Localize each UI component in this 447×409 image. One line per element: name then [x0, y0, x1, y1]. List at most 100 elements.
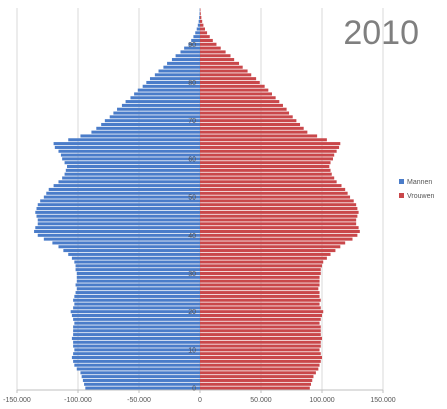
- bar-vrouwen-age-63: [200, 145, 340, 149]
- y-tick-label: 50: [188, 195, 196, 202]
- bar-vrouwen-age-73: [200, 107, 287, 111]
- bar-mannen-age-75: [125, 100, 200, 104]
- bar-mannen-age-15: [73, 329, 200, 333]
- bar-vrouwen-age-16: [200, 325, 321, 329]
- bar-vrouwen-age-84: [200, 65, 243, 69]
- bar-vrouwen-age-20: [200, 310, 324, 314]
- bar-mannen-age-14: [73, 333, 200, 337]
- bar-mannen-age-32: [75, 264, 200, 268]
- bar-mannen-age-78: [137, 88, 200, 92]
- bar-vrouwen-age-90: [200, 42, 217, 46]
- bar-mannen-age-12: [73, 340, 200, 344]
- x-tick-label: 0: [198, 397, 202, 404]
- bar-mannen-age-72: [113, 111, 200, 115]
- bar-vrouwen-age-81: [200, 77, 257, 81]
- bar-mannen-age-66: [80, 134, 200, 138]
- bar-vrouwen-age-2: [200, 378, 313, 382]
- bar-vrouwen-age-86: [200, 58, 235, 62]
- bar-mannen-age-34: [71, 256, 201, 260]
- bar-vrouwen-age-18: [200, 317, 321, 321]
- bar-mannen-age-29: [76, 275, 200, 279]
- bar-vrouwen-age-12: [200, 340, 321, 344]
- bar-mannen-age-3: [81, 375, 200, 379]
- bar-mannen-age-13: [71, 336, 201, 340]
- bar-mannen-age-8: [71, 356, 201, 360]
- bar-vrouwen-age-65: [200, 138, 327, 142]
- bar-vrouwen-age-74: [200, 103, 283, 107]
- bar-mannen-age-39: [43, 237, 201, 241]
- bar-mannen-age-42: [35, 226, 200, 230]
- bar-mannen-age-6: [74, 363, 200, 367]
- bar-mannen-age-79: [142, 84, 200, 88]
- bar-vrouwen-age-42: [200, 226, 359, 230]
- bar-vrouwen-age-72: [200, 111, 290, 115]
- bar-mannen-age-49: [40, 199, 201, 203]
- bar-vrouwen-age-51: [200, 191, 348, 195]
- bar-vrouwen-age-79: [200, 84, 265, 88]
- bar-vrouwen-age-35: [200, 252, 331, 256]
- bar-mannen-age-19: [71, 313, 201, 318]
- bar-vrouwen-age-17: [200, 321, 320, 325]
- bar-vrouwen-age-77: [200, 92, 272, 96]
- bar-mannen-age-92: [193, 35, 200, 39]
- y-tick-label: 70: [188, 118, 196, 125]
- bar-mannen-age-43: [37, 222, 200, 226]
- bar-mannen-age-77: [134, 92, 200, 96]
- bar-vrouwen-age-68: [200, 126, 304, 130]
- bar-mannen-age-76: [130, 96, 200, 100]
- bar-mannen-age-28: [76, 279, 200, 283]
- bar-mannen-age-59: [64, 161, 200, 165]
- bar-mannen-age-37: [58, 245, 201, 249]
- legend-label: Mannen: [407, 179, 432, 186]
- bar-vrouwen-age-10: [200, 348, 320, 352]
- bar-vrouwen-age-57: [200, 168, 331, 172]
- bar-vrouwen-age-93: [200, 31, 208, 35]
- bar-vrouwen-age-58: [200, 165, 330, 169]
- bar-mannen-age-25: [75, 291, 200, 295]
- bar-vrouwen-age-8: [200, 356, 322, 360]
- bar-vrouwen-age-87: [200, 54, 231, 58]
- bar-mannen-age-82: [154, 73, 200, 77]
- bar-mannen-age-89: [184, 46, 200, 50]
- bar-vrouwen-age-64: [200, 142, 341, 146]
- x-tick-label: -100.000: [64, 397, 92, 404]
- bar-vrouwen-age-11: [200, 344, 321, 348]
- bar-vrouwen-age-36: [200, 249, 336, 253]
- bar-vrouwen-age-26: [200, 287, 319, 291]
- bars: [34, 8, 360, 390]
- bar-vrouwen-age-29: [200, 275, 320, 279]
- bar-mannen-age-48: [37, 203, 200, 207]
- bar-mannen-age-64: [53, 142, 200, 146]
- bar-vrouwen-age-56: [200, 172, 332, 176]
- bar-mannen-age-67: [91, 130, 200, 134]
- bar-vrouwen-age-96: [200, 19, 203, 23]
- bar-mannen-age-53: [53, 184, 200, 188]
- bar-vrouwen-age-37: [200, 245, 341, 249]
- bar-vrouwen-age-61: [200, 153, 335, 157]
- x-tick-label: 50.000: [250, 397, 272, 404]
- bar-vrouwen-age-94: [200, 27, 206, 31]
- bar-mannen-age-47: [36, 207, 200, 211]
- bar-mannen-age-2: [82, 378, 200, 382]
- bar-mannen-age-55: [62, 176, 200, 180]
- bar-vrouwen-age-66: [200, 134, 318, 138]
- bar-mannen-age-50: [43, 195, 201, 199]
- bar-vrouwen-age-7: [200, 359, 321, 363]
- bar-vrouwen-age-6: [200, 363, 320, 367]
- bar-mannen-age-57: [65, 168, 200, 172]
- bar-vrouwen-age-49: [200, 199, 354, 203]
- bar-mannen-age-5: [76, 367, 200, 371]
- bar-vrouwen-age-1: [200, 382, 312, 386]
- bar-vrouwen-age-40: [200, 233, 358, 237]
- bar-vrouwen-age-13: [200, 336, 322, 340]
- bar-vrouwen-age-80: [200, 80, 260, 85]
- legend-swatch: [399, 179, 404, 184]
- bar-vrouwen-age-59: [200, 161, 331, 165]
- y-tick-label: 20: [188, 309, 196, 316]
- bar-mannen-age-21: [73, 306, 200, 310]
- legend-swatch: [399, 193, 404, 198]
- bar-mannen-age-63: [54, 145, 200, 149]
- bar-mannen-age-62: [58, 149, 201, 153]
- bar-vrouwen-age-70: [200, 119, 297, 123]
